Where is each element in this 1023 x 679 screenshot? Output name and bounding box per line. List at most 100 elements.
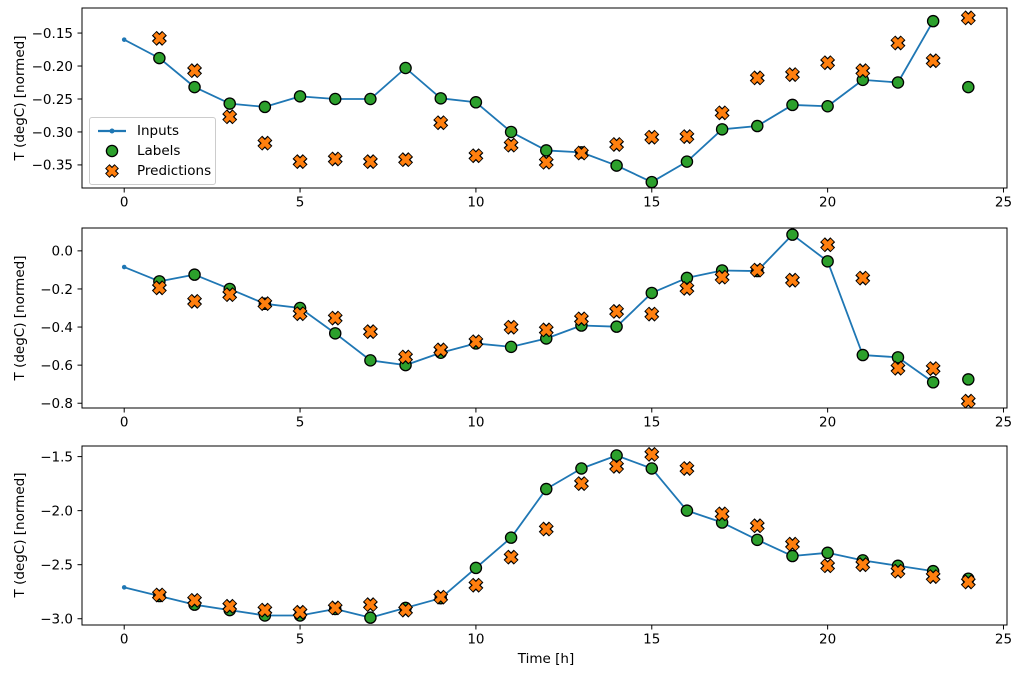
legend-item-inputs: Inputs	[96, 121, 209, 141]
predictions-marker	[540, 323, 553, 336]
predictions-marker	[258, 604, 271, 617]
predictions-marker	[294, 155, 307, 168]
labels-marker	[153, 51, 166, 65]
legend-label-inputs: Inputs	[137, 123, 179, 139]
labels-marker	[962, 80, 975, 94]
predictions-marker	[258, 297, 271, 310]
labels-marker	[504, 125, 518, 139]
predictions-marker	[505, 321, 518, 334]
predictions-marker	[716, 271, 729, 284]
x-tick-label: 5	[296, 195, 305, 211]
labels-marker	[786, 549, 799, 563]
labels-marker	[680, 504, 694, 517]
labels-marker	[575, 462, 588, 475]
y-tick-label: −0.25	[32, 92, 73, 108]
predictions-marker	[927, 570, 940, 583]
labels-marker	[540, 144, 553, 157]
predictions-marker	[469, 579, 482, 592]
labels-marker	[469, 561, 483, 575]
labels-marker	[645, 175, 659, 189]
predictions-marker	[294, 606, 307, 619]
predictions-marker	[927, 362, 940, 375]
labels-marker	[891, 76, 905, 89]
x-tick-label: 20	[819, 195, 836, 211]
y-tick-label: −2.5	[40, 557, 73, 573]
x-tick-label: 0	[120, 195, 129, 211]
predictions-marker	[927, 54, 940, 67]
labels-marker	[610, 449, 623, 462]
inputs-dot-swatch	[109, 128, 115, 134]
x-tick-label: 25	[995, 632, 1012, 648]
labels-circle-icon	[105, 144, 119, 158]
x-tick-label: 10	[467, 415, 484, 431]
labels-marker	[540, 482, 553, 496]
predictions-marker	[505, 139, 518, 152]
x-tick-label: 20	[819, 632, 836, 648]
predictions-marker	[575, 477, 588, 490]
legend-item-predictions: Predictions	[96, 161, 211, 181]
predictions-marker	[540, 522, 553, 536]
x-tick-label: 15	[643, 415, 660, 431]
predictions-x-icon	[105, 164, 119, 178]
labels-marker	[891, 351, 905, 364]
predictions-marker	[610, 460, 623, 473]
labels-marker	[821, 255, 834, 268]
legend: Inputs Labels Predictions	[89, 117, 216, 185]
labels-marker	[645, 286, 659, 300]
predictions-marker	[856, 272, 869, 285]
predictions-marker	[364, 598, 377, 611]
predictions-marker	[399, 153, 412, 166]
y-tick-label: −0.6	[40, 358, 73, 374]
predictions-marker	[786, 274, 799, 287]
predictions-marker	[891, 565, 905, 578]
labels-marker	[962, 373, 975, 386]
x-tick-label: 20	[819, 415, 836, 431]
y-tick-label: −0.30	[32, 125, 73, 141]
predictions-marker	[188, 295, 201, 308]
subplot-2: 0 5 10 15 20 25 0.0 −0.2 −0.4 −0.6 −0.8	[40, 227, 1012, 431]
predictions-marker	[364, 325, 377, 338]
inputs-marker	[121, 37, 127, 42]
predictions-marker	[645, 448, 658, 461]
y-tick-label: −0.8	[40, 396, 73, 412]
labels-marker	[926, 14, 940, 28]
labels-marker	[645, 462, 659, 475]
labels-marker	[399, 61, 412, 75]
predictions-marker	[575, 146, 588, 160]
predictions-marker	[891, 362, 905, 375]
labels-marker	[504, 531, 518, 544]
predictions-marker	[399, 604, 412, 617]
predictions-marker	[751, 264, 764, 277]
labels-marker	[258, 100, 272, 114]
inputs-marker	[121, 264, 127, 270]
predictions-marker	[575, 312, 588, 325]
y-tick-label: −2.0	[40, 503, 73, 519]
legend-item-labels: Labels	[96, 141, 209, 161]
predictions-marker	[329, 152, 342, 166]
predictions-marker	[153, 281, 166, 294]
labels-marker	[680, 271, 694, 285]
predictions-marker	[821, 238, 834, 251]
y-axis-label-subplot-3: T (degC) [normed]	[12, 472, 28, 598]
predictions-marker	[856, 558, 869, 571]
labels-marker	[328, 92, 342, 106]
predictions-marker	[786, 538, 799, 551]
predictions-x-swatch	[106, 165, 118, 177]
y-axis-label-subplot-2: T (degC) [normed]	[12, 255, 28, 381]
predictions-marker	[258, 137, 271, 150]
predictions-marker	[610, 138, 623, 151]
predictions-marker	[364, 155, 377, 168]
predictions-marker	[399, 350, 412, 364]
predictions-marker	[645, 308, 658, 321]
predictions-marker	[188, 594, 201, 607]
predictions-marker	[434, 116, 447, 129]
x-tick-label: 15	[643, 195, 660, 211]
labels-marker	[856, 348, 870, 362]
predictions-marker	[680, 282, 693, 295]
labels-marker	[751, 119, 764, 133]
inputs-line-icon	[98, 128, 126, 134]
labels-marker	[680, 155, 694, 168]
x-tick-label: 0	[120, 632, 129, 648]
subplot-3: 0 5 10 15 20 25 −1.5 −2.0 −2.5 −3.0	[40, 445, 1012, 648]
